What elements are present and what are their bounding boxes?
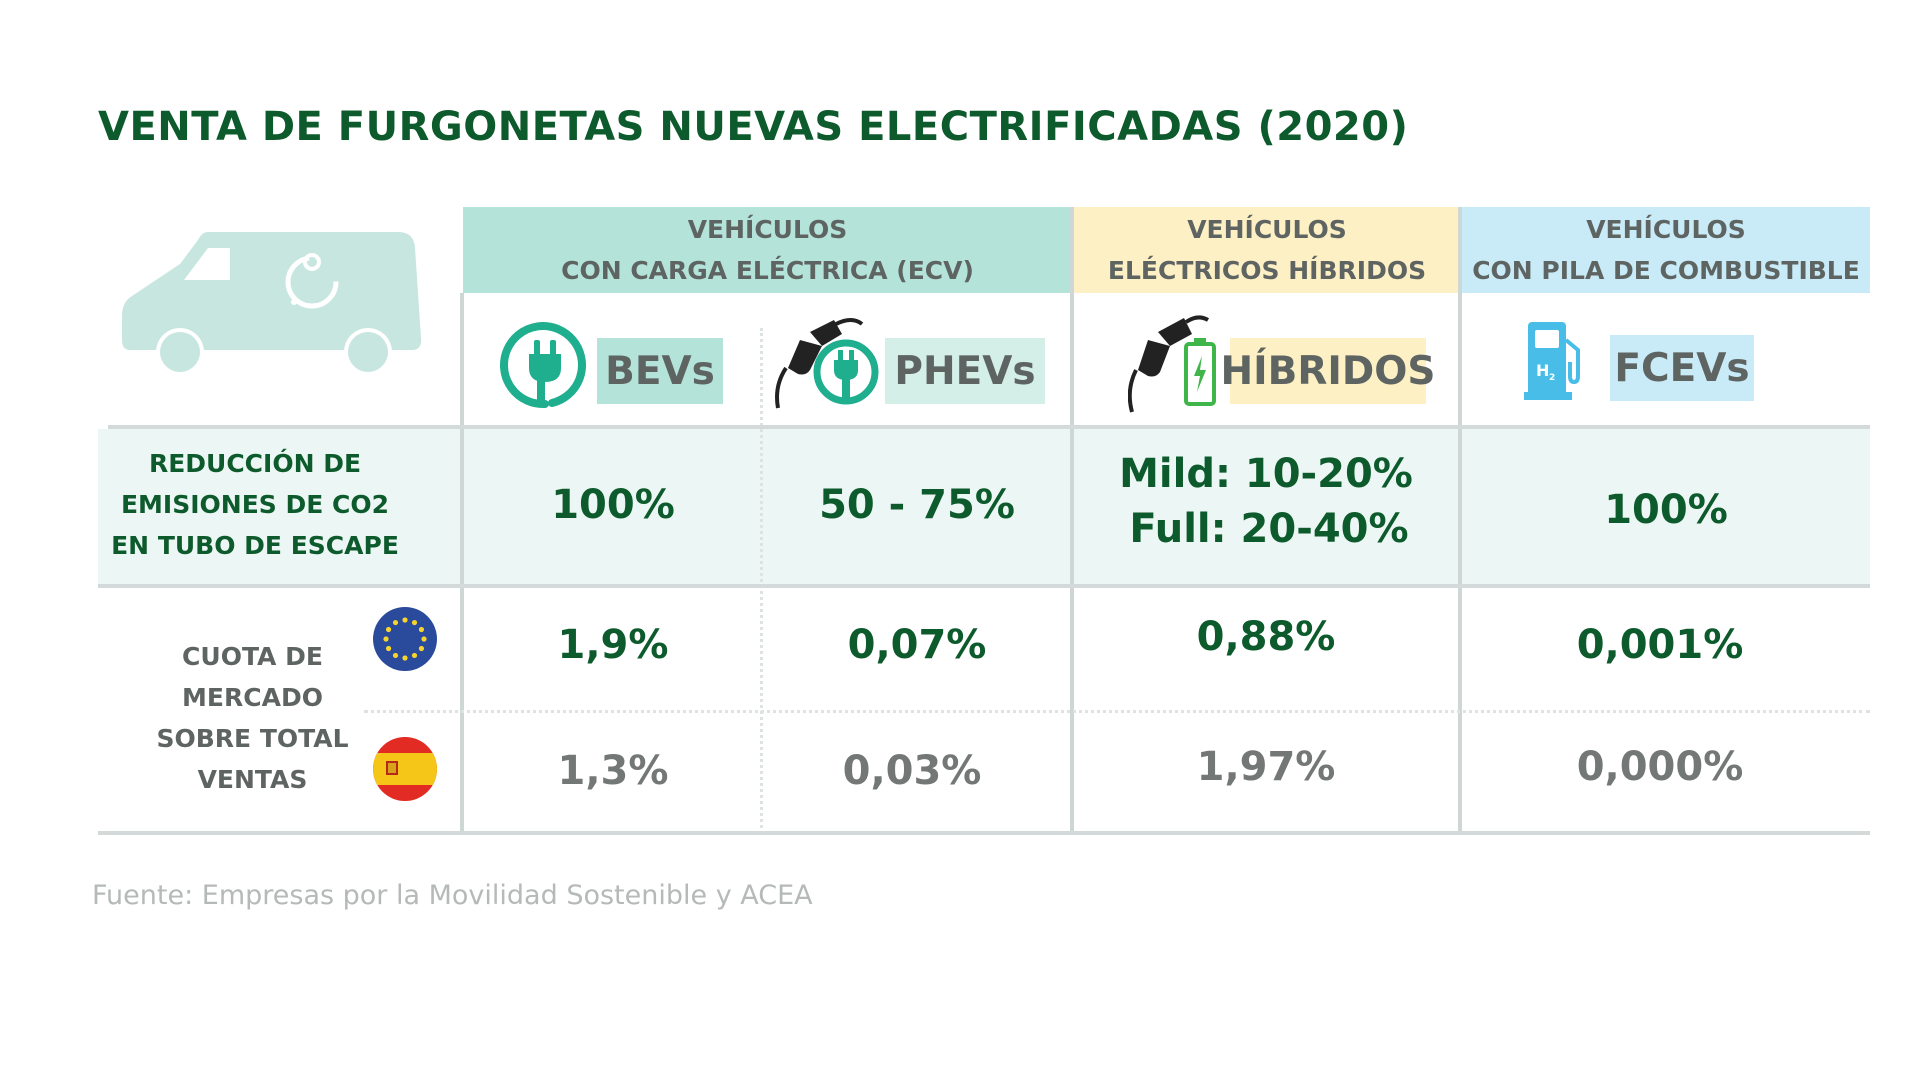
share-es-fcevs: 0,000% (1576, 744, 1744, 790)
spain-flag-icon (373, 737, 437, 801)
plug-icon (500, 322, 586, 409)
fuel-nozzle-icon (1128, 315, 1210, 413)
eu-star (418, 645, 425, 652)
type-tag-bevs: BEVs (597, 338, 723, 404)
share-es-hibridos: 1,97% (1196, 744, 1336, 790)
type-tag-phevs: PHEVs (885, 338, 1045, 404)
fuel-nozzle-icon (775, 318, 879, 409)
share-es-phevs: 0,03% (842, 748, 982, 794)
category-hev-line2: ELÉCTRICOS HÍBRIDOS (1107, 256, 1427, 285)
market-share-label: CUOTA DE MERCADO SOBRE TOTAL VENTAS (120, 636, 385, 800)
category-header-ecv: VEHÍCULOS CON CARGA ELÉCTRICA (ECV) (463, 207, 1072, 293)
market-share-label-line: SOBRE TOTAL (156, 724, 349, 753)
hydrogen-pump-icon: H 2 (1524, 322, 1580, 400)
market-share-label-line: VENTAS (197, 765, 308, 794)
emissions-fcevs: 100% (1604, 487, 1728, 533)
van-icon (122, 232, 422, 376)
category-fcev-line2: CON PILA DE COMBUSTIBLE (1472, 256, 1860, 285)
eu-star (418, 626, 425, 633)
category-header-fcev: VEHÍCULOS CON PILA DE COMBUSTIBLE (1462, 207, 1870, 293)
eu-star (385, 645, 392, 652)
eu-flag-icon (373, 607, 437, 671)
share-eu-fcevs: 0,001% (1576, 622, 1744, 668)
emissions-bevs: 100% (551, 482, 675, 528)
row-divider-dotted (364, 710, 1870, 713)
emissions-label: REDUCCIÓN DE EMISIONES DE CO2 EN TUBO DE… (100, 443, 410, 566)
eu-star (383, 636, 389, 642)
eu-star (392, 652, 399, 659)
eu-star (421, 636, 427, 642)
svg-text:H: H (1536, 361, 1549, 380)
category-header-hev: VEHÍCULOS ELÉCTRICOS HÍBRIDOS (1074, 207, 1460, 293)
category-ecv-line2: CON CARGA ELÉCTRICA (ECV) (561, 256, 974, 285)
eu-star (392, 619, 399, 626)
type-tag-hibridos: HÍBRIDOS (1220, 338, 1436, 404)
category-fcev-line1: VEHÍCULOS (1586, 215, 1746, 244)
eu-star (402, 617, 408, 623)
emissions-hibridos-full: Full: 20-40% (1129, 506, 1409, 552)
type-tag-fcevs: FCEVs (1610, 335, 1754, 401)
battery-charging-icon (1184, 338, 1216, 406)
category-hev-line1: VEHÍCULOS (1187, 215, 1347, 244)
share-eu-bevs: 1,9% (557, 622, 669, 668)
row-divider (108, 425, 1870, 429)
category-ecv-line1: VEHÍCULOS (687, 215, 848, 244)
share-eu-phevs: 0,07% (847, 622, 987, 668)
row-divider (98, 831, 1870, 835)
eu-star (385, 626, 392, 633)
column-divider (460, 293, 464, 834)
market-share-label-line: CUOTA DE (182, 642, 323, 671)
column-divider (1458, 207, 1462, 834)
market-share-label-line: MERCADO (182, 683, 323, 712)
emissions-hibridos-mild: Mild: 10-20% (1119, 451, 1413, 497)
emissions-label-line: EN TUBO DE ESCAPE (111, 531, 399, 560)
svg-text:2: 2 (1549, 373, 1555, 383)
emissions-phevs: 50 - 75% (819, 482, 1015, 528)
subcolumn-divider (760, 328, 763, 834)
row-divider (98, 584, 1870, 588)
eu-star (411, 652, 418, 659)
share-eu-hibridos: 0,88% (1196, 614, 1336, 660)
emissions-label-line: REDUCCIÓN DE (148, 449, 362, 478)
source-note: Fuente: Empresas por la Movilidad Sosten… (92, 880, 813, 911)
share-es-bevs: 1,3% (557, 748, 669, 794)
emissions-row-background (98, 429, 1870, 584)
eu-star (402, 655, 408, 661)
emissions-label-line: EMISIONES DE CO2 (120, 490, 390, 519)
column-divider (1070, 207, 1074, 834)
eu-star (411, 619, 418, 626)
page-title: VENTA DE FURGONETAS NUEVAS ELECTRIFICADA… (98, 104, 1409, 150)
